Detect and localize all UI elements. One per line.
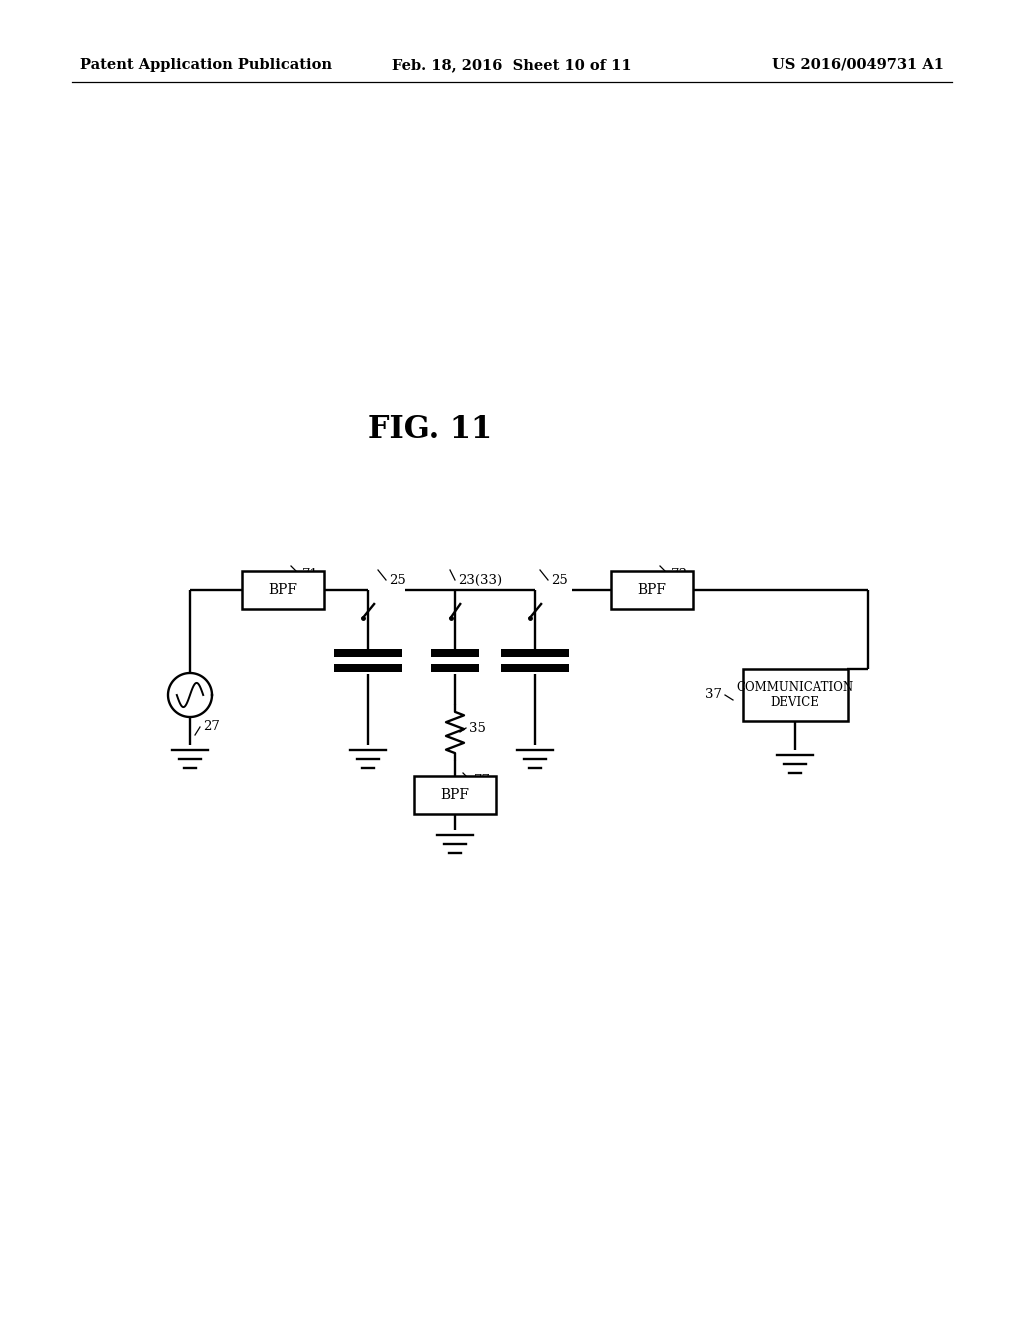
Text: 71: 71 xyxy=(302,568,318,581)
Text: 77: 77 xyxy=(474,775,490,788)
Text: 25: 25 xyxy=(551,573,567,586)
Text: BPF: BPF xyxy=(268,583,298,597)
Text: 25: 25 xyxy=(389,573,406,586)
Text: Feb. 18, 2016  Sheet 10 of 11: Feb. 18, 2016 Sheet 10 of 11 xyxy=(392,58,632,73)
Text: US 2016/0049731 A1: US 2016/0049731 A1 xyxy=(772,58,944,73)
Text: 73: 73 xyxy=(671,568,688,581)
Bar xyxy=(334,648,402,656)
Text: BPF: BPF xyxy=(638,583,667,597)
Text: 37: 37 xyxy=(705,689,722,701)
Bar xyxy=(414,776,496,814)
Bar xyxy=(742,669,848,721)
Text: 35: 35 xyxy=(469,722,485,734)
Bar xyxy=(242,572,324,609)
Text: 27: 27 xyxy=(203,721,220,734)
Bar xyxy=(501,648,569,656)
Text: Patent Application Publication: Patent Application Publication xyxy=(80,58,332,73)
Bar xyxy=(501,664,569,672)
Text: 23(33): 23(33) xyxy=(458,573,502,586)
Bar xyxy=(334,664,402,672)
Text: BPF: BPF xyxy=(440,788,469,803)
Text: COMMUNICATION
DEVICE: COMMUNICATION DEVICE xyxy=(736,681,854,709)
Bar xyxy=(431,664,479,672)
Text: FIG. 11: FIG. 11 xyxy=(368,414,493,446)
Bar xyxy=(431,648,479,656)
Bar xyxy=(611,572,693,609)
